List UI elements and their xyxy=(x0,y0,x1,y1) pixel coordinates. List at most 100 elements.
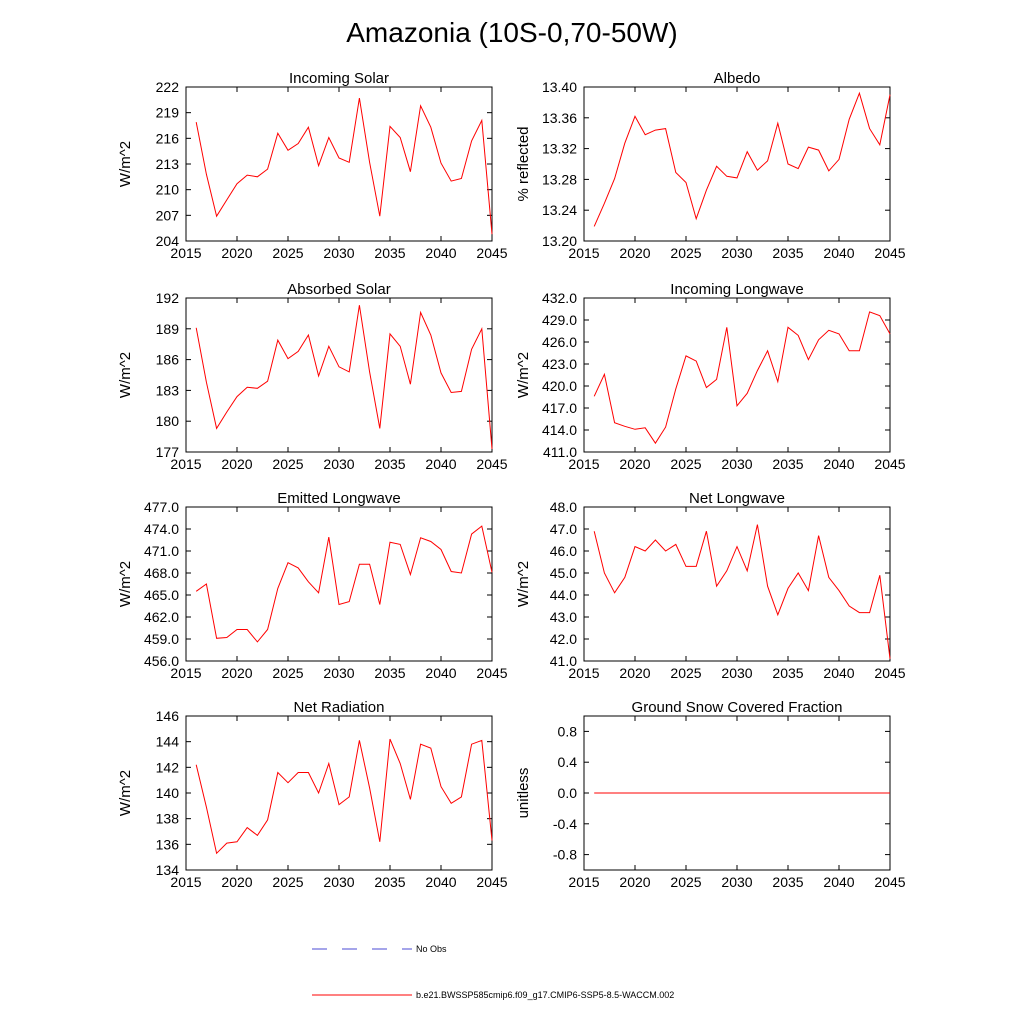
chart-panel-incoming-longwave: Incoming Longwave W/m^2 411.0 414.0 417.0 420… xyxy=(515,281,906,472)
x-tick-label: 2015 xyxy=(170,456,201,472)
series-line-model xyxy=(195,98,493,235)
y-tick-label: 47.0 xyxy=(550,521,577,537)
x-tick-label: 2020 xyxy=(221,874,252,890)
y-axis-label: W/m^2 xyxy=(117,352,134,398)
y-tick-label: 219 xyxy=(156,105,180,121)
figure-title: Amazonia (10S-0,70-50W) xyxy=(346,17,677,48)
series-line-model xyxy=(195,305,493,449)
y-tick-label: 142 xyxy=(156,759,180,775)
y-tick-label: 186 xyxy=(156,352,180,368)
x-tick-label: 2045 xyxy=(476,874,507,890)
y-tick-label: 468.0 xyxy=(144,565,179,581)
x-tick-label: 2030 xyxy=(323,874,354,890)
x-tick-label: 2040 xyxy=(425,874,456,890)
y-tick-label: 134 xyxy=(156,862,180,878)
plot-frame xyxy=(185,297,493,453)
x-tick-label: 2025 xyxy=(670,874,701,890)
x-tick-label: 2035 xyxy=(374,874,405,890)
x-tick-label: 2015 xyxy=(170,665,201,681)
y-tick-label: 140 xyxy=(156,785,180,801)
x-tick-label: 2045 xyxy=(476,456,507,472)
x-tick-label: 2015 xyxy=(568,245,599,261)
x-tick-label: 2020 xyxy=(619,245,650,261)
x-tick-label: 2020 xyxy=(221,245,252,261)
x-tick-label: 2020 xyxy=(619,456,650,472)
series-line-model xyxy=(195,525,493,643)
x-tick-label: 2035 xyxy=(374,245,405,261)
x-tick-label: 2030 xyxy=(721,874,752,890)
x-tick-label: 2015 xyxy=(568,665,599,681)
x-tick-label: 2035 xyxy=(772,874,803,890)
y-axis-label: W/m^2 xyxy=(515,352,532,398)
x-tick-label: 2025 xyxy=(670,665,701,681)
panel-title: Albedo xyxy=(714,70,761,87)
y-tick-label: 138 xyxy=(156,811,180,827)
plot-frame xyxy=(185,506,493,662)
y-tick-label: 459.0 xyxy=(144,631,179,647)
y-tick-label: 213 xyxy=(156,156,180,172)
y-tick-label: 207 xyxy=(156,207,180,223)
panel-title: Net Radiation xyxy=(294,699,385,716)
x-tick-label: 2040 xyxy=(425,456,456,472)
y-tick-label: 414.0 xyxy=(542,422,577,438)
x-tick-label: 2045 xyxy=(874,245,905,261)
y-tick-label: 411.0 xyxy=(543,444,577,460)
legend-obs-label: No Obs xyxy=(416,944,447,954)
y-tick-label: 13.28 xyxy=(542,171,577,187)
y-tick-label: 0.4 xyxy=(558,754,578,770)
y-tick-label: 204 xyxy=(156,233,180,249)
x-tick-label: 2020 xyxy=(221,665,252,681)
series-line-model xyxy=(593,91,891,227)
y-tick-label: 189 xyxy=(156,321,180,337)
x-tick-label: 2040 xyxy=(425,665,456,681)
chart-panel-ground-snow-covered-fraction: Ground Snow Covered Fraction unitless -0.8… xyxy=(515,699,906,890)
y-tick-label: 183 xyxy=(156,382,180,398)
y-tick-label: 144 xyxy=(156,734,180,750)
x-tick-label: 2035 xyxy=(772,665,803,681)
chart-panel-absorbed-solar: Absorbed Solar W/m^2 177 180 183 186 189 192 201… xyxy=(117,281,508,472)
y-tick-label: 474.0 xyxy=(144,521,179,537)
x-tick-label: 2045 xyxy=(874,874,905,890)
chart-panel-net-longwave: Net Longwave W/m^2 41.0 42.0 43.0 44.0 45.0 46.… xyxy=(515,490,906,681)
y-tick-label: 432.0 xyxy=(542,290,577,306)
plot-frame xyxy=(185,86,493,242)
legend: No Obs b.e21.BWSSP585cmip6.f09_g17.CMIP6… xyxy=(312,944,674,1000)
y-tick-label: 192 xyxy=(156,290,180,306)
x-tick-label: 2030 xyxy=(721,665,752,681)
x-tick-label: 2045 xyxy=(874,665,905,681)
x-tick-label: 2035 xyxy=(772,456,803,472)
y-axis-label: W/m^2 xyxy=(117,141,134,187)
x-tick-label: 2035 xyxy=(374,665,405,681)
y-tick-label: 13.40 xyxy=(542,79,577,95)
panel-title: Net Longwave xyxy=(689,490,785,507)
y-tick-label: 146 xyxy=(156,708,180,724)
x-tick-label: 2025 xyxy=(670,456,701,472)
y-tick-label: 423.0 xyxy=(542,356,577,372)
y-tick-label: 420.0 xyxy=(542,378,577,394)
series-line-model xyxy=(593,311,891,445)
y-tick-label: 0.8 xyxy=(558,723,578,739)
x-tick-label: 2025 xyxy=(272,665,303,681)
x-tick-label: 2040 xyxy=(823,665,854,681)
chart-panel-emitted-longwave: Emitted Longwave W/m^2 456.0 459.0 462.0 465.… xyxy=(117,490,508,681)
y-tick-label: 471.0 xyxy=(144,543,179,559)
y-tick-label: 13.20 xyxy=(542,233,577,249)
y-axis-label: W/m^2 xyxy=(117,561,134,607)
x-tick-label: 2045 xyxy=(476,245,507,261)
y-axis-label: unitless xyxy=(515,768,532,819)
x-tick-label: 2015 xyxy=(170,245,201,261)
x-tick-label: 2040 xyxy=(823,245,854,261)
x-tick-label: 2035 xyxy=(772,245,803,261)
x-tick-label: 2025 xyxy=(670,245,701,261)
plot-frame xyxy=(583,86,891,242)
x-tick-label: 2025 xyxy=(272,456,303,472)
x-tick-label: 2020 xyxy=(619,665,650,681)
x-tick-label: 2035 xyxy=(374,456,405,472)
x-tick-label: 2020 xyxy=(619,874,650,890)
series-line-model xyxy=(195,738,493,855)
x-tick-label: 2025 xyxy=(272,245,303,261)
plot-frame xyxy=(583,506,891,662)
chart-panel-albedo: Albedo % reflected 13.20 13.24 13.28 13.32 13.… xyxy=(515,70,906,261)
x-tick-label: 2030 xyxy=(323,245,354,261)
